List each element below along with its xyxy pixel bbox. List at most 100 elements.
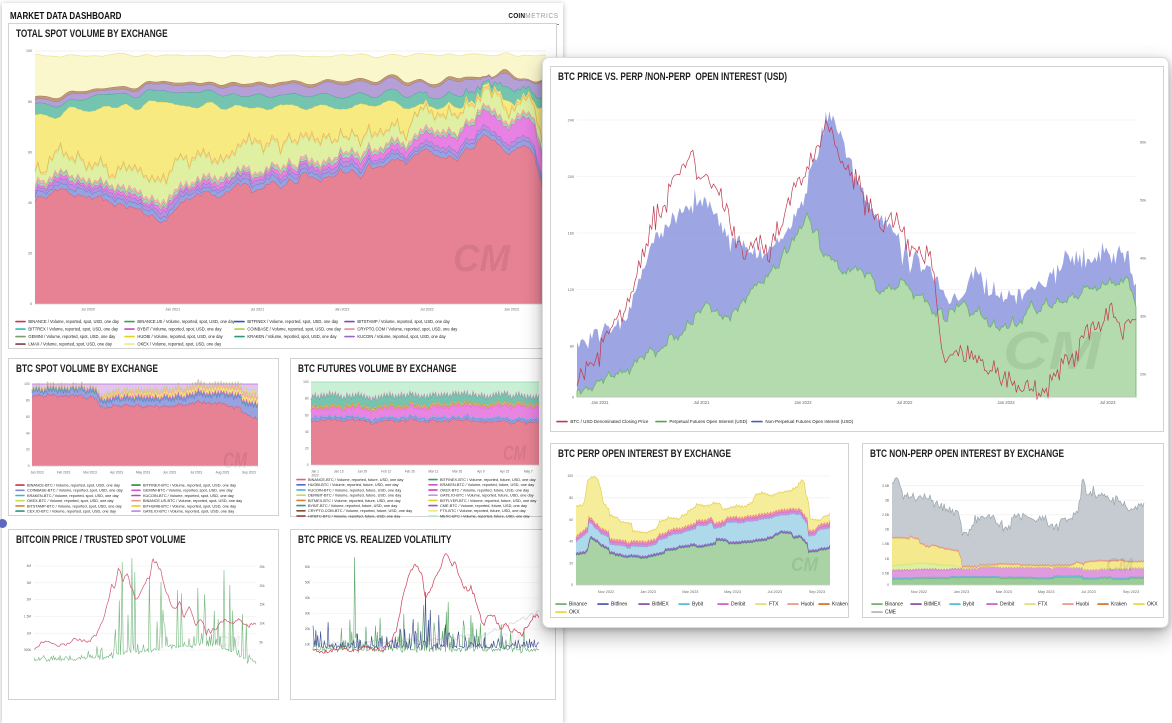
svg-text:HUOBI-BTC / Volume, reported,: HUOBI-BTC / Volume, reported, future, US… xyxy=(308,483,399,487)
svg-text:Jan 2022: Jan 2022 xyxy=(794,400,812,405)
svg-text:HUOBI / Volume, reported, spot: HUOBI / Volume, reported, spot, USD, one… xyxy=(137,334,223,339)
svg-text:Jan 2021: Jan 2021 xyxy=(165,308,180,312)
svg-text:Jul 2023: Jul 2023 xyxy=(1081,590,1095,594)
svg-text:10k: 10k xyxy=(260,622,266,626)
svg-text:OKEX / Volume, reported, spot,: OKEX / Volume, reported, spot, USD, one … xyxy=(137,342,222,347)
svg-text:Jan 2023: Jan 2023 xyxy=(30,471,43,475)
svg-text:LMAX / Volume, reported, spot,: LMAX / Volume, reported, spot, USD, one … xyxy=(28,342,112,347)
svg-text:Mar 2023: Mar 2023 xyxy=(83,471,97,475)
svg-text:80: 80 xyxy=(305,397,309,401)
svg-text:40: 40 xyxy=(26,431,30,435)
svg-text:5k: 5k xyxy=(260,640,264,644)
svg-text:2M: 2M xyxy=(27,598,32,602)
svg-text:60: 60 xyxy=(28,150,32,154)
svg-text:CEX.IO-BTC / Volume, reported,: CEX.IO-BTC / Volume, reported, spot, USD… xyxy=(27,510,116,514)
svg-text:80: 80 xyxy=(26,399,30,403)
svg-text:BINANCE.US-BTC / Volume, repor: BINANCE.US-BTC / Volume, reported, spot,… xyxy=(143,499,242,503)
svg-text:CM: CM xyxy=(223,448,247,473)
svg-text:HITBTC-BTC / Volume, reported,: HITBTC-BTC / Volume, reported, future, U… xyxy=(308,514,400,518)
svg-text:Binance: Binance xyxy=(885,602,903,608)
svg-text:Apr 2023: Apr 2023 xyxy=(110,471,123,475)
svg-text:Perpetual Futures Open Interes: Perpetual Futures Open Interest (USD) xyxy=(669,419,748,424)
svg-text:Jan 15: Jan 15 xyxy=(334,470,344,474)
svg-text:Binance: Binance xyxy=(569,602,587,608)
svg-text:CME-BTC / Volume, reported, fu: CME-BTC / Volume, reported, future, USD,… xyxy=(440,504,527,508)
svg-text:40: 40 xyxy=(305,430,309,434)
svg-text:20: 20 xyxy=(26,448,30,452)
svg-text:May 7: May 7 xyxy=(524,470,533,474)
svg-text:May 2023: May 2023 xyxy=(1038,590,1055,594)
svg-text:Jan 2023: Jan 2023 xyxy=(504,308,519,312)
svg-text:BITSTAMP-BTC / Volume, reporte: BITSTAMP-BTC / Volume, reported, spot, U… xyxy=(27,504,122,508)
svg-text:10k: 10k xyxy=(305,643,311,647)
svg-text:3M: 3M xyxy=(27,581,32,585)
svg-text:KRAKEN-BTC / Volume, reported,: KRAKEN-BTC / Volume, reported, spot, USD… xyxy=(27,494,119,498)
svg-text:Jul 2022: Jul 2022 xyxy=(897,400,914,405)
svg-text:40k: 40k xyxy=(1140,256,1146,260)
svg-text:BITFLYER-BTC / Volume, reporte: BITFLYER-BTC / Volume, reported, future,… xyxy=(440,499,536,503)
svg-text:BITSTAMP / Volume, reported, s: BITSTAMP / Volume, reported, spot, USD, … xyxy=(357,319,450,324)
svg-text:60k: 60k xyxy=(1140,140,1146,144)
svg-text:Sep 2023: Sep 2023 xyxy=(242,471,256,475)
svg-text:OKX: OKX xyxy=(1147,602,1158,608)
svg-text:CM: CM xyxy=(503,442,526,465)
svg-text:1B: 1B xyxy=(885,557,890,561)
svg-text:60: 60 xyxy=(569,518,573,522)
svg-text:200: 200 xyxy=(568,175,574,179)
svg-text:Jan 2023: Jan 2023 xyxy=(997,400,1015,405)
svg-text:100: 100 xyxy=(24,382,30,386)
svg-text:Bitfinex: Bitfinex xyxy=(611,602,628,608)
svg-text:OKEX-BTC / Volume, reported, s: OKEX-BTC / Volume, reported, spot, USD, … xyxy=(27,499,114,503)
svg-text:CM: CM xyxy=(1106,555,1134,575)
svg-text:2B: 2B xyxy=(885,528,890,532)
svg-text:100: 100 xyxy=(26,49,32,53)
svg-text:40: 40 xyxy=(28,201,32,205)
svg-text:Kraken: Kraken xyxy=(832,602,848,608)
svg-text:Jan 2023: Jan 2023 xyxy=(640,590,656,594)
svg-text:50k: 50k xyxy=(305,581,311,585)
svg-text:BYBIT / Volume, reported, spot: BYBIT / Volume, reported, spot, USD, one… xyxy=(137,327,222,332)
svg-text:BITTREX / Volume, reported, sp: BITTREX / Volume, reported, spot, USD, o… xyxy=(28,327,119,332)
svg-text:COINBASE / Volume, reported, s: COINBASE / Volume, reported, spot, USD, … xyxy=(247,327,341,332)
svg-text:Feb 12: Feb 12 xyxy=(381,470,391,474)
svg-text:BYBIT-BTC / Volume, reported,: BYBIT-BTC / Volume, reported, future, US… xyxy=(308,504,397,508)
svg-text:BITFINEX-BTC / Volume, reporte: BITFINEX-BTC / Volume, reported, future,… xyxy=(440,478,536,482)
svg-text:80: 80 xyxy=(569,496,573,500)
svg-text:15k: 15k xyxy=(260,603,266,607)
svg-text:Sep 2023: Sep 2023 xyxy=(1123,590,1139,594)
svg-text:Deribit: Deribit xyxy=(731,602,746,608)
svg-text:KUCOIN-BTC / Volume, reported,: KUCOIN-BTC / Volume, reported, future, U… xyxy=(308,488,401,492)
svg-text:0: 0 xyxy=(572,395,574,399)
svg-text:20k: 20k xyxy=(1140,372,1146,376)
svg-text:GEMINI-BTC / Volume, reported,: GEMINI-BTC / Volume, reported, spot, USD… xyxy=(143,489,233,493)
svg-text:25k: 25k xyxy=(260,565,266,569)
svg-text:Jul 2023: Jul 2023 xyxy=(768,590,782,594)
svg-text:CRYPTO.COM-BTC / Volume, repor: CRYPTO.COM-BTC / Volume, reported, futur… xyxy=(308,509,412,513)
svg-text:BITHUMB-BTC / Volume, reported: BITHUMB-BTC / Volume, reported, spot, US… xyxy=(143,504,236,508)
svg-text:OKEX-BTC / Volume, reported, f: OKEX-BTC / Volume, reported, future, USD… xyxy=(440,488,529,492)
svg-text:2023: 2023 xyxy=(311,474,318,478)
svg-text:Jan 1: Jan 1 xyxy=(311,470,319,474)
svg-text:KUCOIN-BTC / Volume, reported,: KUCOIN-BTC / Volume, reported, spot, USD… xyxy=(143,494,234,498)
svg-text:Jul 2020: Jul 2020 xyxy=(81,308,95,312)
svg-text:0: 0 xyxy=(307,463,309,467)
svg-text:May 2023: May 2023 xyxy=(724,590,741,594)
svg-text:60: 60 xyxy=(26,415,30,419)
svg-text:20k: 20k xyxy=(305,627,311,631)
svg-text:0: 0 xyxy=(887,583,889,587)
svg-text:BINANCE-BTC / Volume, reported: BINANCE-BTC / Volume, reported, future, … xyxy=(308,478,403,482)
svg-text:20: 20 xyxy=(28,252,32,256)
svg-text:Huobi: Huobi xyxy=(1076,602,1089,608)
svg-text:20k: 20k xyxy=(260,584,266,588)
svg-text:40: 40 xyxy=(569,540,573,544)
svg-text:80: 80 xyxy=(570,344,574,348)
svg-text:0: 0 xyxy=(28,464,30,468)
svg-text:Deribit: Deribit xyxy=(1000,602,1015,608)
svg-text:0: 0 xyxy=(571,583,573,587)
svg-text:Jan 2021: Jan 2021 xyxy=(591,400,609,405)
svg-text:3B: 3B xyxy=(885,498,890,502)
svg-text:BINANCE.US / Volume, reported,: BINANCE.US / Volume, reported, spot, USD… xyxy=(137,319,235,324)
svg-text:FTX: FTX xyxy=(1038,602,1048,608)
svg-text:KRAKEN / Volume, reported, spo: KRAKEN / Volume, reported, spot, USD, on… xyxy=(247,334,337,339)
svg-text:Feb 26: Feb 26 xyxy=(405,470,415,474)
